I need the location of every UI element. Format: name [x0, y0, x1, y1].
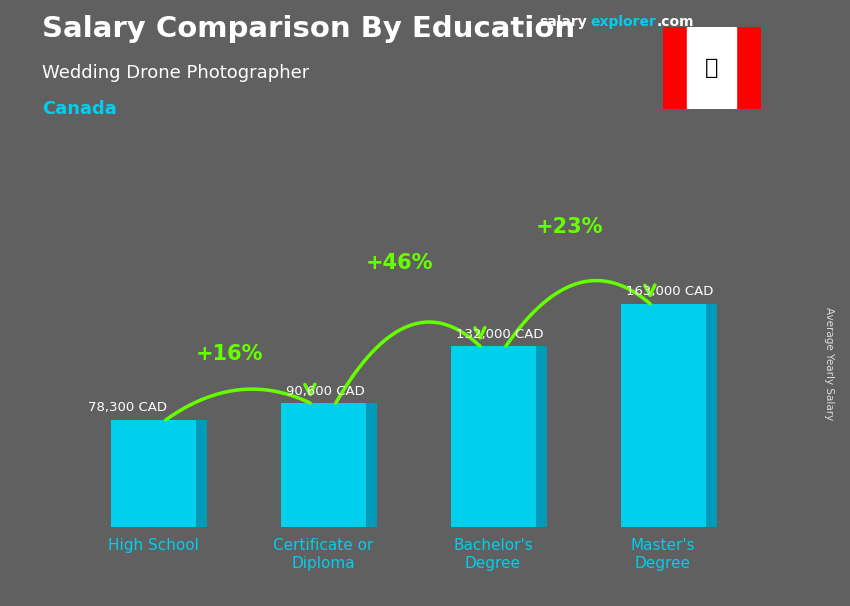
Text: .com: .com [656, 15, 694, 29]
Text: 🍁: 🍁 [706, 58, 718, 78]
Text: 163,000 CAD: 163,000 CAD [626, 285, 713, 298]
Text: Salary Comparison By Education: Salary Comparison By Education [42, 15, 575, 43]
Bar [688, 27, 736, 109]
Text: explorer: explorer [591, 15, 656, 29]
FancyBboxPatch shape [450, 347, 536, 527]
FancyBboxPatch shape [280, 403, 366, 527]
Text: +23%: +23% [536, 216, 604, 236]
Text: +16%: +16% [196, 344, 264, 364]
Text: 132,000 CAD: 132,000 CAD [456, 328, 543, 341]
Text: 78,300 CAD: 78,300 CAD [88, 401, 167, 415]
Text: +46%: +46% [366, 253, 434, 273]
Polygon shape [196, 420, 207, 527]
Polygon shape [536, 347, 547, 527]
FancyBboxPatch shape [620, 304, 706, 527]
Text: Average Yearly Salary: Average Yearly Salary [824, 307, 834, 420]
Text: salary: salary [540, 15, 587, 29]
Bar [736, 27, 761, 109]
Text: Canada: Canada [42, 100, 117, 118]
Polygon shape [706, 304, 717, 527]
Text: 90,600 CAD: 90,600 CAD [286, 385, 365, 398]
Bar [663, 27, 688, 109]
FancyBboxPatch shape [110, 420, 196, 527]
Text: Wedding Drone Photographer: Wedding Drone Photographer [42, 64, 309, 82]
Polygon shape [366, 403, 377, 527]
